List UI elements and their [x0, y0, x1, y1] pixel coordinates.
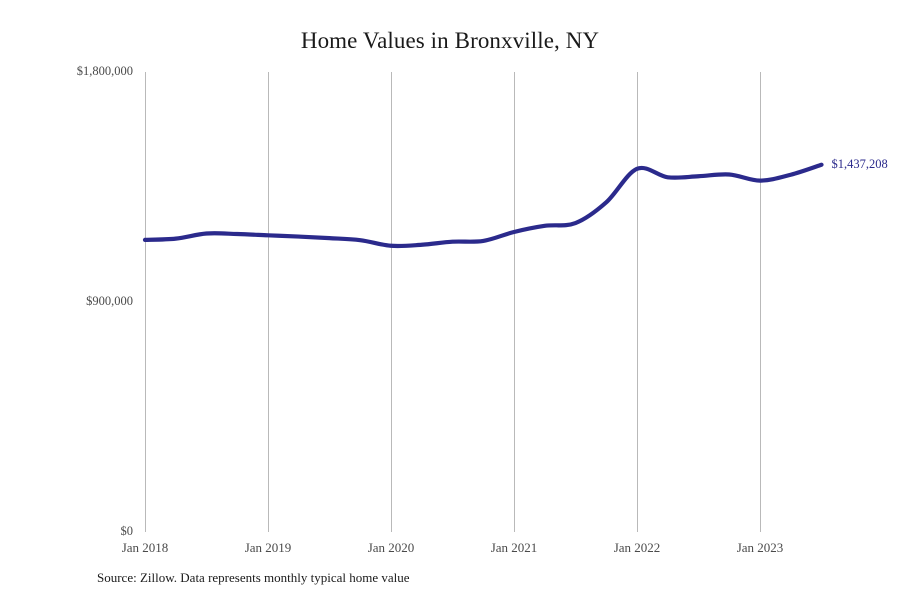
x-tick-label: Jan 2022: [613, 540, 661, 555]
x-tick-label: Jan 2023: [736, 540, 784, 555]
gridline: [145, 72, 146, 532]
gridline: [391, 72, 392, 532]
gridline: [514, 72, 515, 532]
gridline: [268, 72, 269, 532]
x-tick-label: Jan 2018: [121, 540, 169, 555]
page-title: Home Values in Bronxville, NY: [300, 28, 600, 53]
x-tick-label: Jan 2021: [490, 540, 538, 555]
x-tick-label: Jan 2019: [244, 540, 292, 555]
end-value-label: $1,437,208: [831, 156, 888, 171]
y-tick-label-bottom: $0: [120, 524, 134, 538]
gridline: [637, 72, 638, 532]
y-tick-label-top: $1,800,000: [76, 64, 133, 78]
source-footnote: Source: Zillow. Data represents monthly …: [97, 570, 410, 585]
gridline: [760, 72, 761, 532]
line-series-typical-home-value: [142, 162, 824, 249]
y-axis: $1,800,000 $900,000 $0: [0, 0, 133, 600]
x-tick-label: Jan 2020: [367, 540, 415, 555]
y-tick-label-mid: $900,000: [86, 294, 133, 308]
